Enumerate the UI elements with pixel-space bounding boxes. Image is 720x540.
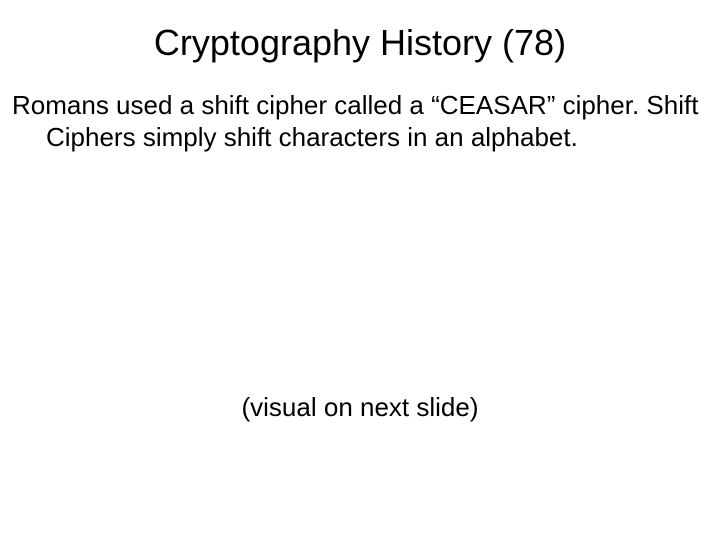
slide-body: Romans used a shift cipher called a “CEA… bbox=[0, 76, 720, 153]
slide-title: Cryptography History (78) bbox=[0, 0, 720, 76]
slide-note: (visual on next slide) bbox=[0, 392, 720, 423]
slide: Cryptography History (78) Romans used a … bbox=[0, 0, 720, 540]
body-paragraph: Romans used a shift cipher called a “CEA… bbox=[12, 90, 700, 153]
